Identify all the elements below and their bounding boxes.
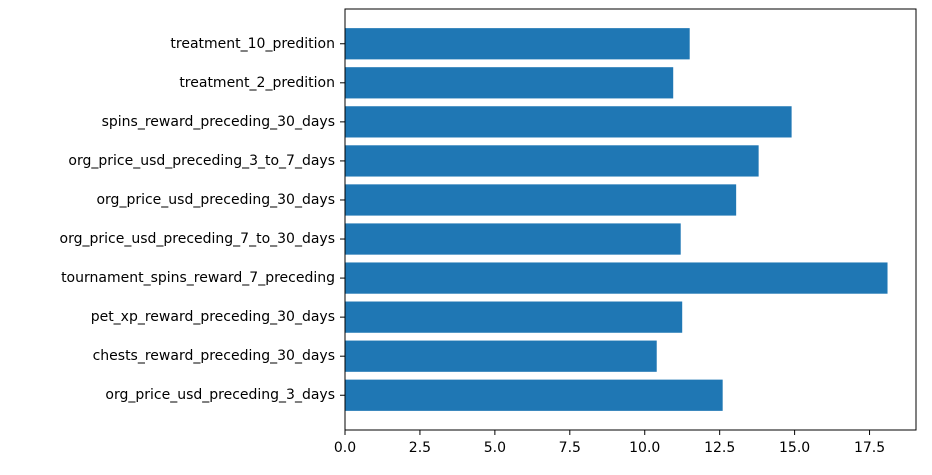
y-tick-label: spins_reward_preceding_30_days (102, 114, 335, 130)
bar-pet_xp_reward_preceding_30_days (345, 301, 683, 333)
bars-layer (345, 28, 888, 411)
bar-treatment_2_predition (345, 67, 674, 99)
x-tick-label: 10.0 (629, 440, 660, 456)
x-tick-label: 15.0 (779, 440, 810, 456)
x-tick-label: 12.5 (704, 440, 735, 456)
y-tick-label: tournament_spins_reward_7_preceding (61, 270, 335, 286)
bar-org_price_usd_preceding_3_days (345, 379, 723, 411)
y-tick-label: chests_reward_preceding_30_days (93, 348, 335, 364)
x-tick-label: 0.0 (334, 440, 356, 456)
y-tick-label: treatment_10_predition (170, 36, 335, 52)
x-tick-label: 7.5 (559, 440, 581, 456)
y-tick-label: org_price_usd_preceding_30_days (96, 192, 335, 208)
y-tick-label: pet_xp_reward_preceding_30_days (91, 309, 335, 325)
bar-treatment_10_predition (345, 28, 690, 60)
x-axis-ticks: 0.0 2.5 5.0 7.5 10.0 12.5 15.0 17.5 (334, 430, 885, 456)
plot-frame (344, 8, 917, 431)
x-tick-label: 5.0 (484, 440, 506, 456)
y-tick-label: org_price_usd_preceding_3_days (105, 387, 335, 403)
bar-spins_reward_preceding_30_days (345, 106, 792, 138)
y-tick-label: org_price_usd_preceding_7_to_30_days (60, 231, 335, 247)
bar-org_price_usd_preceding_3_to_7_days (345, 145, 759, 177)
y-axis-ticks: org_price_usd_preceding_3_days chests_rew… (60, 36, 345, 403)
x-tick-label: 2.5 (409, 440, 431, 456)
y-tick-label: org_price_usd_preceding_3_to_7_days (68, 153, 335, 169)
y-tick-label: treatment_2_predition (179, 75, 335, 91)
bar-tournament_spins_reward_7_preceding (345, 262, 888, 294)
bar-org_price_usd_preceding_7_to_30_days (345, 223, 681, 255)
bar-chests_reward_preceding_30_days (345, 340, 657, 372)
bar-org_price_usd_preceding_30_days (345, 184, 737, 216)
x-tick-label: 17.5 (854, 440, 885, 456)
